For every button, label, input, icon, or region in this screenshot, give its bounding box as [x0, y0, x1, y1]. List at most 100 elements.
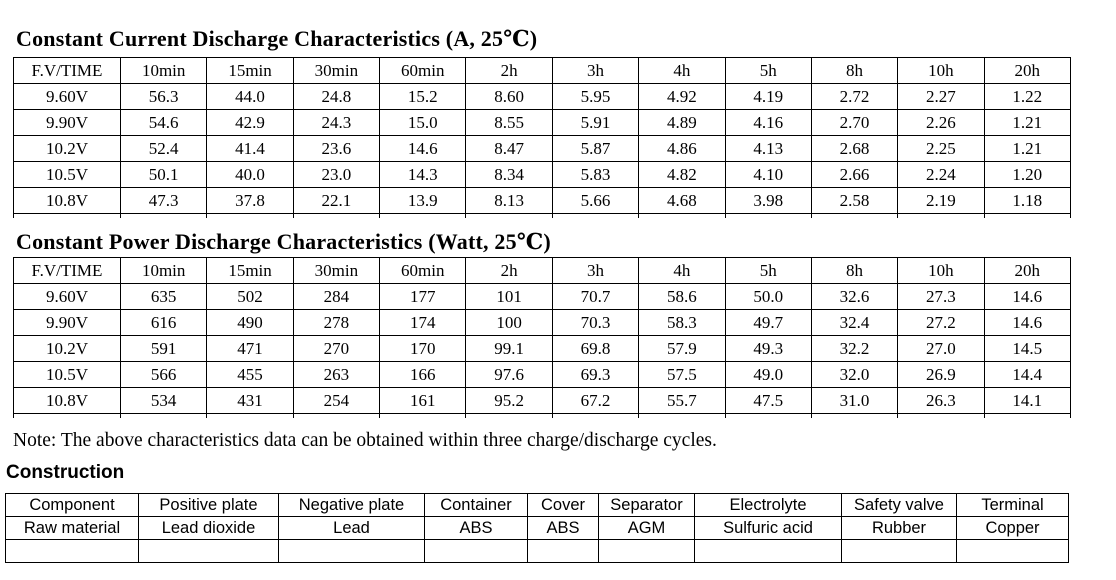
value-cell: 161	[379, 387, 467, 414]
border-stub	[379, 413, 467, 418]
table-row: 9.90V 616 490 278 174 100 70.3 58.3 49.7 32.4 27.2…	[13, 309, 1072, 336]
column-header: 30min	[292, 57, 381, 84]
value-cell: 70.3	[551, 309, 640, 336]
value-cell: 5.66	[551, 187, 640, 214]
table-body: Raw material Lead dioxide Lead ABS ABS AGM Sul…	[5, 516, 1069, 563]
value-cell: 58.6	[638, 283, 726, 310]
value-cell: 55.7	[638, 387, 726, 414]
table-header-row: F.V/TIME 10min 15min 30min 60min 2h 3h 4h 5h 8h 10…	[13, 257, 1072, 284]
table-header-row: F.V/TIME 10min 15min 30min 60min 2h 3h 4h 5h 8h 10…	[13, 57, 1072, 84]
value-cell: 635	[119, 283, 208, 310]
value-cell: 2.19	[897, 187, 985, 214]
value-cell: 254	[292, 387, 381, 414]
column-header: F.V/TIME	[13, 57, 121, 84]
border-stub	[983, 413, 1072, 418]
value-cell: 471	[206, 335, 294, 362]
value-cell: 56.3	[119, 83, 208, 110]
value-cell: 270	[292, 335, 381, 362]
header-row: F.V/TIME 10min 15min 30min 60min 2h 3h 4h 5h 8h 10…	[13, 57, 1072, 84]
note-text: Note: The above characteristics data can…	[13, 430, 717, 451]
column-header: 2h	[465, 257, 553, 284]
column-header: Positive plate	[138, 493, 279, 517]
row-header-cell: 9.90V	[13, 309, 121, 336]
value-cell: 616	[119, 309, 208, 336]
value-cell: 41.4	[206, 135, 294, 162]
value-cell: 166	[379, 361, 467, 388]
column-header: 3h	[551, 57, 640, 84]
border-stub	[527, 539, 599, 563]
value-cell: 4.82	[638, 161, 726, 188]
table-row: 9.60V 635 502 284 177 101 70.7 58.6 50.0 32.6 27.3…	[13, 283, 1072, 310]
border-stub	[138, 539, 279, 563]
row-header-cell: 9.60V	[13, 283, 121, 310]
value-cell: 263	[292, 361, 381, 388]
border-stub	[465, 213, 553, 218]
border-stub	[841, 539, 957, 563]
value-cell: ABS	[527, 516, 599, 540]
column-header: 20h	[983, 57, 1072, 84]
value-cell: 58.3	[638, 309, 726, 336]
value-cell: 5.87	[551, 135, 640, 162]
border-stub	[206, 413, 294, 418]
column-header: Component	[5, 493, 139, 517]
border-stub	[292, 413, 381, 418]
value-cell: 40.0	[206, 161, 294, 188]
border-stub	[638, 213, 726, 218]
value-cell: 5.91	[551, 109, 640, 136]
value-cell: 69.8	[551, 335, 640, 362]
header-row: Component Positive plate Negative plate Con…	[5, 493, 1069, 517]
value-cell: 5.83	[551, 161, 640, 188]
value-cell: 1.18	[983, 187, 1072, 214]
border-stub	[810, 213, 899, 218]
value-cell: 24.8	[292, 83, 381, 110]
border-stub	[897, 413, 985, 418]
construction-section-title: Construction	[6, 462, 125, 483]
value-cell: 70.7	[551, 283, 640, 310]
value-cell: 1.21	[983, 109, 1072, 136]
column-header: 3h	[551, 257, 640, 284]
column-header: 15min	[206, 57, 294, 84]
value-cell: 170	[379, 335, 467, 362]
table-row: 9.60V 56.3 44.0 24.8 15.2 8.60 5.95 4.92 4.19 2.7…	[13, 83, 1072, 110]
column-header: F.V/TIME	[13, 257, 121, 284]
value-cell: 4.89	[638, 109, 726, 136]
table-header-row: Component Positive plate Negative plate Con…	[5, 493, 1069, 517]
value-cell: 1.22	[983, 83, 1072, 110]
value-cell: 5.95	[551, 83, 640, 110]
value-cell: 27.0	[897, 335, 985, 362]
value-cell: 2.24	[897, 161, 985, 188]
table-row: 10.5V 50.1 40.0 23.0 14.3 8.34 5.83 4.82 4.10 2.6…	[13, 161, 1072, 188]
table-body: 9.60V 56.3 44.0 24.8 15.2 8.60 5.95 4.92 4.19 2.7…	[13, 83, 1072, 218]
value-cell: 2.66	[810, 161, 899, 188]
value-cell: 49.7	[724, 309, 812, 336]
border-stub-row	[13, 213, 1072, 218]
constant-power-section-title: Constant Power Discharge Characteristics…	[16, 229, 551, 254]
value-cell: 47.5	[724, 387, 812, 414]
value-cell: 4.13	[724, 135, 812, 162]
column-header: 4h	[638, 257, 726, 284]
value-cell: 14.6	[983, 309, 1072, 336]
table-row: 10.2V 591 471 270 170 99.1 69.8 57.9 49.3 32.2 27.…	[13, 335, 1072, 362]
value-cell: 1.20	[983, 161, 1072, 188]
column-header: Separator	[598, 493, 695, 517]
value-cell: 13.9	[379, 187, 467, 214]
border-stub	[292, 213, 381, 218]
column-header: Safety valve	[841, 493, 957, 517]
value-cell: 4.92	[638, 83, 726, 110]
value-cell: 24.3	[292, 109, 381, 136]
value-cell: 591	[119, 335, 208, 362]
value-cell: 27.2	[897, 309, 985, 336]
row-header-cell: 10.2V	[13, 135, 121, 162]
value-cell: 4.16	[724, 109, 812, 136]
column-header: 20h	[983, 257, 1072, 284]
column-header: Cover	[527, 493, 599, 517]
value-cell: 177	[379, 283, 467, 310]
value-cell: 42.9	[206, 109, 294, 136]
value-cell: 3.98	[724, 187, 812, 214]
border-stub	[119, 413, 208, 418]
value-cell: 490	[206, 309, 294, 336]
table-row: 10.5V 566 455 263 166 97.6 69.3 57.5 49.0 32.0 26.…	[13, 361, 1072, 388]
border-stub	[424, 539, 528, 563]
border-stub	[724, 413, 812, 418]
